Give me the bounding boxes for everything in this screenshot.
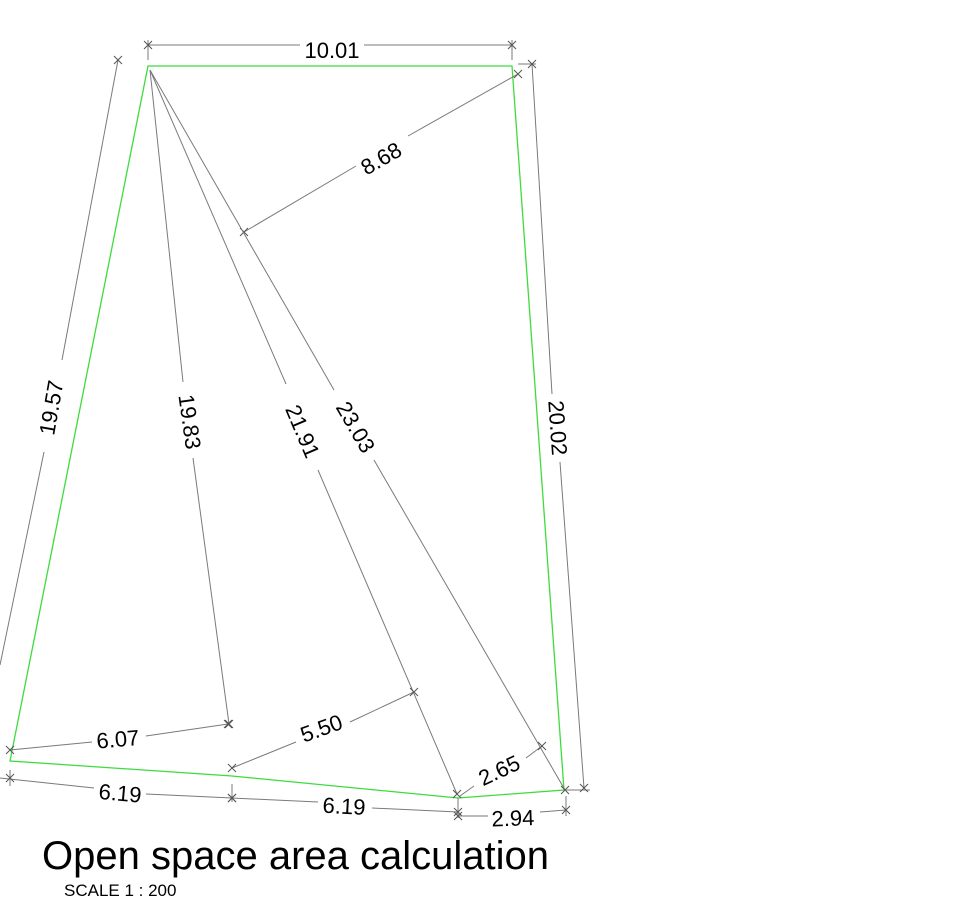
dimension-4 — [149, 69, 234, 729]
dimension-line — [192, 457, 230, 725]
dimension-line — [559, 461, 585, 789]
dimension-line — [145, 793, 233, 799]
dimension-tick-mark — [5, 773, 15, 783]
dimension-line — [317, 469, 458, 795]
dimension-9 — [227, 687, 419, 773]
dimension-tick-mark — [227, 793, 237, 803]
dimension-label: 8.68 — [356, 137, 406, 180]
dimension-line — [149, 69, 287, 385]
dimension-1 — [143, 40, 517, 60]
dimension-tick-mark — [453, 811, 463, 821]
dimension-label: 2.94 — [491, 805, 535, 831]
dimension-label: 6.19 — [98, 779, 143, 808]
dimension-line — [539, 809, 567, 813]
dimension-line — [231, 741, 297, 769]
dimension-tick-mark — [113, 55, 123, 65]
dimension-tick-mark — [579, 783, 589, 793]
dimension-label: 19.83 — [173, 393, 205, 451]
dimension-5 — [149, 69, 462, 799]
dimension-tick-mark — [223, 719, 233, 729]
dimension-line — [243, 165, 357, 233]
dimension-labels: 10.01 8.68 19.57 19.83 21.91 23.03 20.02 6.07 5.… — [34, 38, 572, 832]
dimension-8 — [5, 719, 233, 755]
dimension-label: 19.57 — [34, 378, 68, 437]
dimension-tick-mark — [143, 40, 153, 50]
dimension-line — [349, 691, 415, 723]
open-space-boundary — [9, 65, 565, 799]
dimension-2 — [239, 69, 523, 237]
dimension-tick-mark — [409, 687, 419, 697]
dimension-10 — [459, 741, 547, 797]
dimension-line — [371, 807, 459, 813]
dimension-line — [531, 63, 553, 395]
dimension-7 — [518, 59, 590, 793]
dimension-13 — [453, 796, 571, 821]
dimension-label: 2.65 — [475, 750, 524, 791]
dimension-line — [149, 69, 184, 383]
dimension-label: 21.91 — [280, 401, 325, 461]
dimension-tick-mark — [5, 745, 15, 755]
dimension-tick-mark — [227, 763, 237, 773]
dimension-6 — [149, 69, 570, 795]
dimension-12 — [227, 793, 463, 818]
dimension-label: 6.07 — [95, 725, 140, 754]
dimension-tick-mark — [560, 785, 570, 795]
dimension-line — [373, 459, 566, 791]
dimension-line — [0, 451, 45, 666]
dimension-3 — [0, 55, 123, 666]
dimension-label: 10.01 — [304, 38, 359, 63]
dimension-tick-mark — [453, 807, 463, 817]
dimension-label: 5.50 — [297, 709, 346, 747]
dimension-line — [145, 723, 229, 737]
dimension-line — [61, 59, 119, 361]
dimension-line — [231, 797, 319, 803]
dimension-line — [407, 73, 519, 137]
dimension-tick-mark — [527, 59, 537, 69]
drawing-title: Open space area calculation — [42, 834, 549, 878]
dimension-line — [9, 741, 93, 751]
dimension-line — [149, 69, 335, 391]
dimension-tick-mark — [507, 40, 517, 50]
dimension-line — [0, 777, 95, 789]
dimension-lines — [0, 40, 590, 821]
dimension-tick-mark — [452, 789, 462, 799]
dimension-tick-mark — [537, 741, 547, 751]
drawing-scale: SCALE 1 : 200 — [64, 881, 177, 900]
dimension-tick-mark — [561, 805, 571, 815]
dimension-tick-mark — [513, 69, 523, 79]
dimension-label: 23.03 — [331, 397, 380, 457]
dimension-line — [459, 785, 475, 797]
dimension-label: 6.19 — [322, 793, 366, 820]
dimension-tick-mark — [224, 719, 234, 729]
dimension-label: 20.02 — [543, 400, 572, 457]
